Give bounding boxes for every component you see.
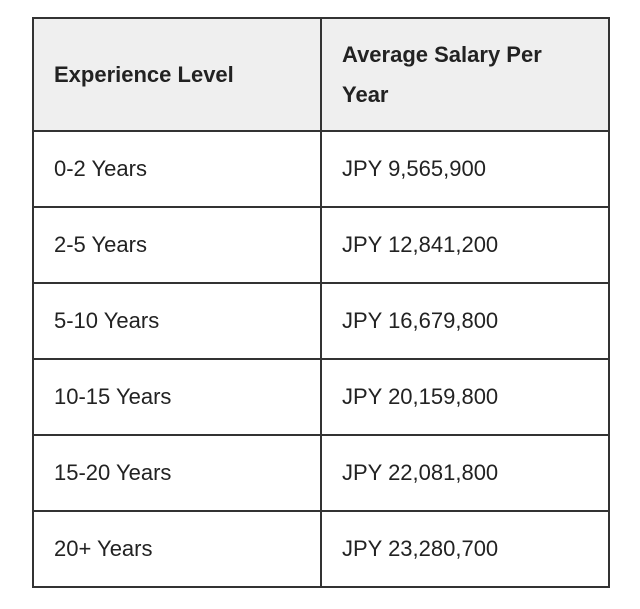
experience-cell: 0-2 Years [32,130,322,208]
experience-cell: 20+ Years [32,510,322,588]
experience-cell: 2-5 Years [32,206,322,284]
table-row: 2-5 Years JPY 12,841,200 [32,206,610,284]
table-row: 15-20 Years JPY 22,081,800 [32,434,610,512]
table-row: 5-10 Years JPY 16,679,800 [32,282,610,360]
header-row: Experience Level Average Salary Per Year [32,17,610,132]
header-cell: Experience Level [32,17,322,132]
table-row: 20+ Years JPY 23,280,700 [32,510,610,588]
table-row: 0-2 Years JPY 9,565,900 [32,130,610,208]
table-header: Experience Level Average Salary Per Year [32,17,610,132]
salary-table: Experience Level Average Salary Per Year… [32,17,610,588]
experience-cell: 15-20 Years [32,434,322,512]
salary-cell: JPY 16,679,800 [320,282,610,360]
experience-cell: 10-15 Years [32,358,322,436]
table-row: 10-15 Years JPY 20,159,800 [32,358,610,436]
header-cell: Average Salary Per Year [320,17,610,132]
salary-cell: JPY 9,565,900 [320,130,610,208]
salary-cell: JPY 23,280,700 [320,510,610,588]
salary-cell: JPY 20,159,800 [320,358,610,436]
table-body: 0-2 Years JPY 9,565,900 2-5 Years JPY 12,84… [32,130,610,588]
experience-cell: 5-10 Years [32,282,322,360]
salary-cell: JPY 22,081,800 [320,434,610,512]
salary-cell: JPY 12,841,200 [320,206,610,284]
